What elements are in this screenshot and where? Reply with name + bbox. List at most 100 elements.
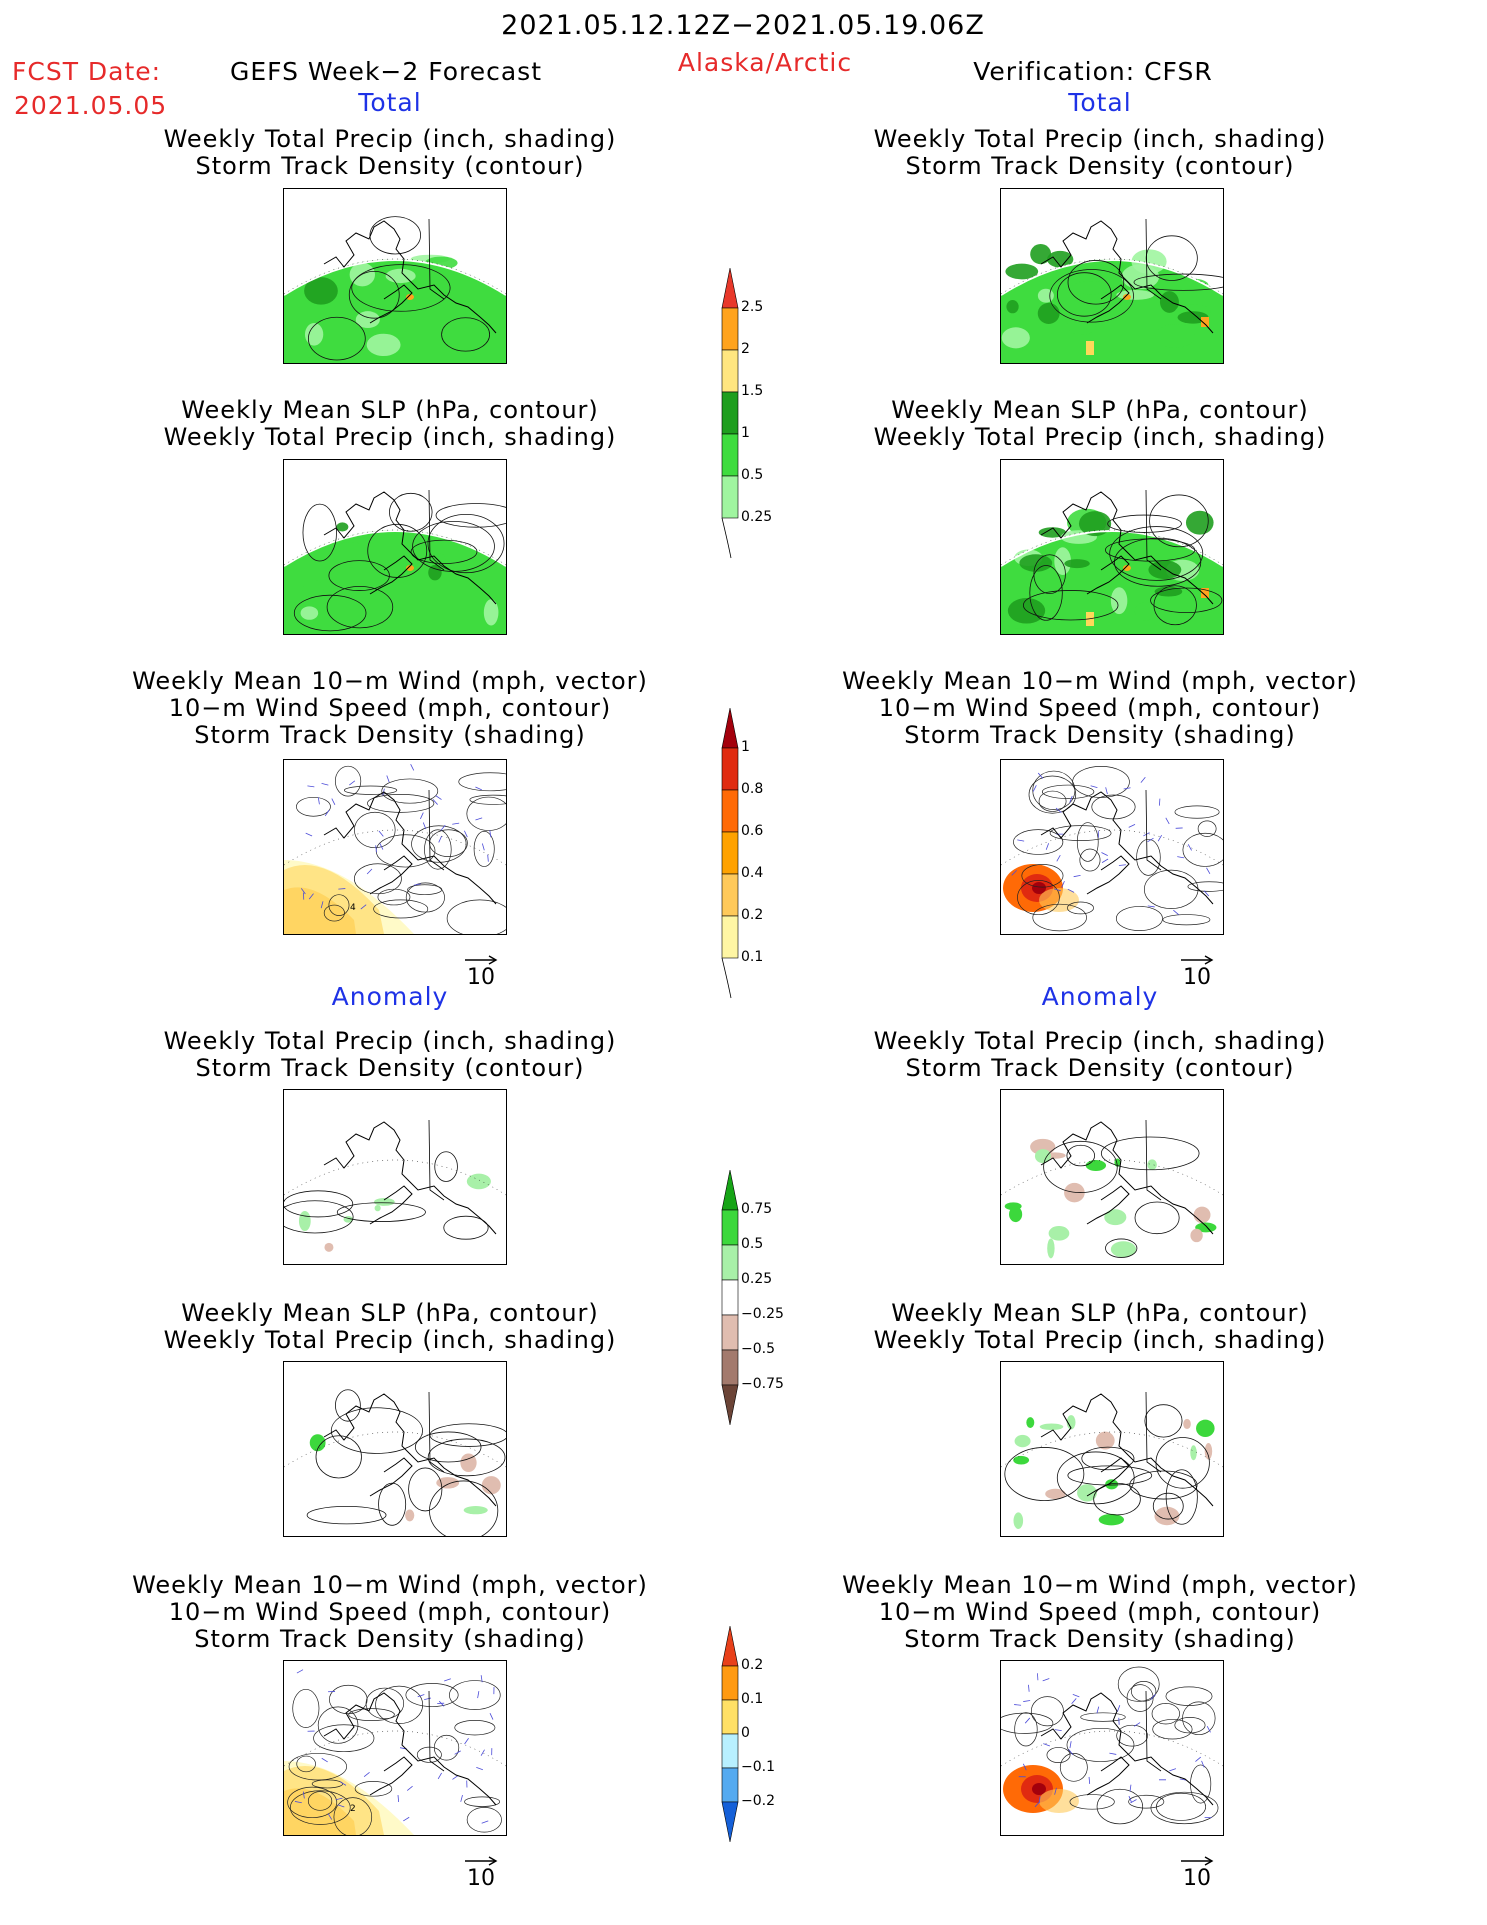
map-graphic (1001, 1119, 1223, 1259)
colorbar-label: 0.6 (741, 823, 764, 839)
contour-label: 4 (350, 903, 356, 913)
arrow-right-icon (1181, 955, 1214, 965)
map-total-precip-track-forecast (283, 188, 507, 364)
map-graphic (1001, 765, 1223, 932)
title-total-right-3: Weekly Mean 10−m Wind (mph, vector) 10−m … (842, 667, 1358, 749)
arrow-right-icon (465, 955, 498, 965)
colorbar-segment (721, 1665, 739, 1701)
colorbar-segment (721, 391, 739, 435)
map-total-slp-precip-forecast (283, 459, 507, 635)
colorbar-graphic (721, 267, 739, 559)
colorbar-label: 0.2 (741, 1657, 764, 1673)
colorbar-segment (721, 831, 739, 875)
section-anomaly-left: Anomaly (331, 982, 449, 1011)
colorbar-segment (721, 1244, 739, 1281)
map-total-slp-precip-verif (1000, 459, 1224, 635)
map-graphic (1001, 1391, 1223, 1529)
title-total-right-2: Weekly Mean SLP (hPa, contour) Weekly Tot… (873, 396, 1327, 451)
vector-scale-label: 10 (467, 965, 495, 990)
colorbar-label: 2 (741, 341, 750, 357)
colorbar-segment (721, 1767, 739, 1803)
colorbar-label: 1.5 (741, 383, 764, 399)
colorbar-label: 2.5 (741, 299, 764, 315)
map-anom-wind-verif (1000, 1660, 1224, 1836)
colorbar-precip-total: 2.5 2 1.5 1 0.5 0.25 (721, 267, 802, 559)
colorbar-label: 0.25 (741, 509, 773, 525)
colorbar-segment (721, 475, 739, 519)
arrow-right-icon (465, 1856, 498, 1866)
colorbar-top-cap (721, 707, 739, 749)
colorbar-graphic (721, 707, 739, 999)
title-anom-right-2: Weekly Mean SLP (hPa, contour) Weekly Tot… (873, 1299, 1327, 1354)
map-anom-precip-track-forecast (283, 1089, 507, 1265)
section-anomaly-right: Anomaly (1041, 982, 1159, 1011)
colorbar-label: −0.75 (741, 1376, 784, 1392)
colorbar-label: 0.5 (741, 467, 764, 483)
colorbar-segment (721, 915, 739, 959)
colorbar-segment (721, 1699, 739, 1735)
colorbar-track-anomaly: 0.2 0.1 0 −0.1 −0.2 (721, 1625, 802, 1876)
colorbar-label: 0.4 (741, 865, 764, 881)
map-graphic: 2 (284, 1669, 506, 1835)
map-graphic (284, 216, 506, 363)
colorbar-track-total: 1 0.8 0.6 0.4 0.2 0.1 (721, 707, 802, 999)
colorbar-segment (721, 747, 739, 791)
title-anom-right-3: Weekly Mean 10−m Wind (mph, vector) 10−m … (842, 1571, 1358, 1653)
colorbar-label: 0 (741, 1725, 750, 1741)
date-range-title: 2021.05.12.12Z−2021.05.19.06Z (501, 10, 985, 41)
arrow-right-icon (1181, 1856, 1214, 1866)
colorbar-top-cap (721, 267, 739, 309)
map-graphic: 4 (284, 764, 506, 934)
map-graphic (284, 1389, 506, 1536)
colorbar-segment (721, 1733, 739, 1769)
colorbar-graphic (721, 1625, 739, 1843)
colorbar-tail (721, 957, 732, 999)
colorbar-label: 0.25 (741, 1271, 773, 1287)
title-anom-right-1: Weekly Total Precip (inch, shading) Storm… (873, 1027, 1327, 1082)
map-anom-slp-precip-verif (1000, 1361, 1224, 1537)
colorbar-label: 0.5 (741, 1236, 764, 1252)
title-anom-left-2: Weekly Mean SLP (hPa, contour) Weekly Tot… (163, 1299, 617, 1354)
colorbar-segment (721, 1314, 739, 1351)
title-anom-left-3: Weekly Mean 10−m Wind (mph, vector) 10−m … (132, 1571, 648, 1653)
colorbar-segment (721, 433, 739, 477)
map-graphic (1001, 218, 1223, 363)
title-anom-left-1: Weekly Total Precip (inch, shading) Storm… (163, 1027, 617, 1082)
colorbar-label: 0.75 (741, 1201, 773, 1217)
title-total-left-3: Weekly Mean 10−m Wind (mph, vector) 10−m … (132, 667, 648, 749)
colorbar-label: 0.2 (741, 907, 764, 923)
contour-label: 2 (350, 1804, 356, 1814)
colorbar-segment (721, 1349, 739, 1386)
map-anom-slp-precip-forecast (283, 1361, 507, 1537)
map-total-wind-forecast: 4 (283, 759, 507, 935)
vector-scale-total-left: 10 (461, 955, 501, 990)
colorbar-segment (721, 307, 739, 351)
colorbar-label: −0.25 (741, 1306, 784, 1322)
verification-title: Verification: CFSR (973, 57, 1213, 86)
vector-scale-label: 10 (467, 1866, 495, 1891)
map-total-wind-verif (1000, 759, 1224, 935)
colorbar-label: −0.1 (741, 1759, 775, 1775)
vector-scale-label: 10 (1183, 1866, 1211, 1891)
title-total-right-1: Weekly Total Precip (inch, shading) Storm… (873, 125, 1327, 180)
region-title: Alaska/Arctic (677, 48, 853, 77)
section-total-left: Total (358, 88, 422, 117)
map-anom-wind-forecast: 2 (283, 1660, 507, 1836)
colorbar-segment (721, 349, 739, 393)
colorbar-tail (721, 517, 732, 559)
colorbar-label: 1 (741, 425, 750, 441)
colorbar-bottom-cap (721, 1801, 739, 1843)
vector-scale-anom-right: 10 (1177, 1856, 1217, 1891)
colorbar-segment (721, 873, 739, 917)
fcst-date-label: FCST Date: (12, 57, 162, 86)
map-graphic (284, 489, 506, 634)
vector-scale-label: 10 (1183, 965, 1211, 990)
colorbar-label: −0.5 (741, 1341, 775, 1357)
title-total-left-2: Weekly Mean SLP (hPa, contour) Weekly Tot… (163, 396, 617, 451)
model-title: GEFS Week−2 Forecast (230, 57, 543, 86)
map-anom-precip-track-verif (1000, 1089, 1224, 1265)
vector-scale-anom-left: 10 (461, 1856, 501, 1891)
title-total-left-1: Weekly Total Precip (inch, shading) Storm… (163, 125, 617, 180)
colorbar-label: 0.1 (741, 949, 764, 965)
colorbar-top-cap (721, 1625, 739, 1667)
